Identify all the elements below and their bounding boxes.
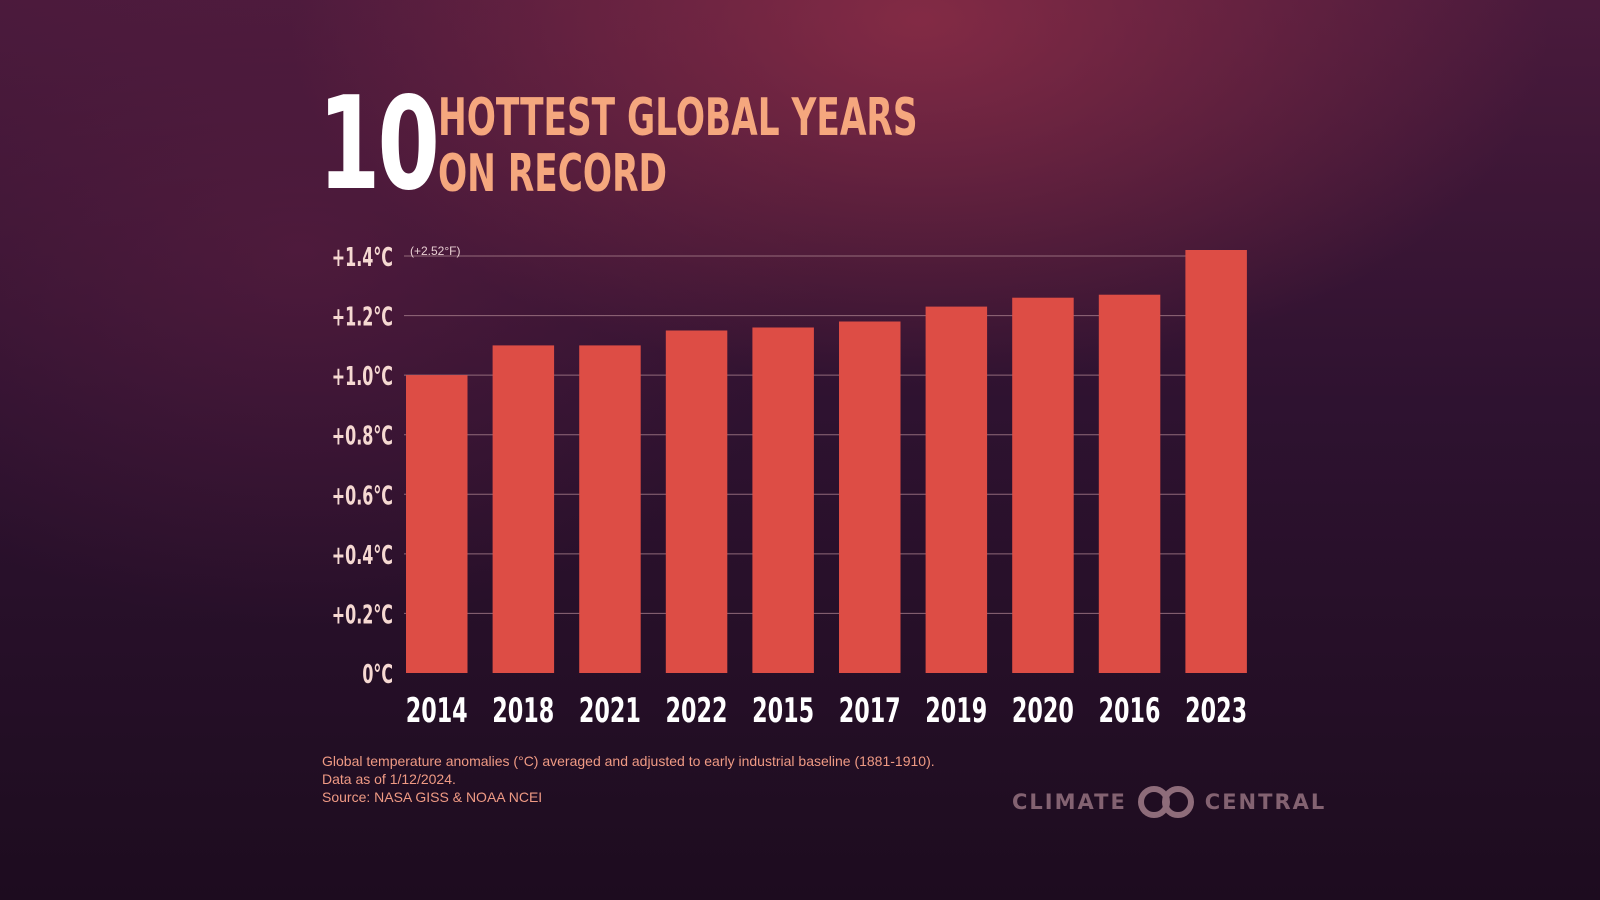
title-number: 10 bbox=[318, 70, 440, 219]
bar-2022 bbox=[665, 330, 728, 673]
fahrenheit-annotation: (+2.52°F) bbox=[410, 244, 460, 258]
y-axis-ticks: 0°C +0.2°C +0.4°C +0.6°C +0.8°C +1.0°C +1.2°C +… bbox=[332, 243, 393, 690]
y-tick-label: +0.6°C bbox=[332, 481, 393, 511]
bar-2018 bbox=[492, 345, 555, 673]
x-tick-label-2022: 2022 bbox=[666, 691, 728, 731]
note-baseline: Global temperature anomalies (°C) averag… bbox=[322, 753, 935, 769]
title-line-1: HOTTEST GLOBAL YEARS bbox=[438, 88, 918, 148]
bar-2023 bbox=[1185, 250, 1247, 673]
bar-2019 bbox=[925, 306, 988, 673]
bar-2014 bbox=[406, 375, 468, 673]
y-tick-label: +1.0°C bbox=[332, 362, 393, 392]
bar-2015 bbox=[752, 327, 814, 673]
chart-notes: Global temperature anomalies (°C) averag… bbox=[322, 752, 935, 806]
y-tick-label: +0.4°C bbox=[332, 541, 393, 571]
y-tick-label: +0.8°C bbox=[332, 422, 393, 452]
bars bbox=[406, 250, 1247, 673]
logo-word-climate: CLIMATE bbox=[1012, 790, 1127, 814]
note-source: Source: NASA GISS & NOAA NCEI bbox=[322, 789, 543, 805]
logo-word-central: CENTRAL bbox=[1204, 790, 1327, 814]
bar-2020 bbox=[1012, 297, 1074, 673]
climate-central-logo: CLIMATE CENTRAL bbox=[1012, 786, 1326, 818]
bar-2017 bbox=[839, 321, 901, 673]
x-axis-ticks: 2014 2018 2021 2022 2015 2017 2019 2020 2016 2023 bbox=[406, 691, 1247, 731]
title-line-2: ON RECORD bbox=[438, 144, 667, 204]
bar-2016 bbox=[1098, 294, 1161, 673]
x-tick-label-2017: 2017 bbox=[839, 691, 901, 731]
y-tick-label: 0°C bbox=[362, 660, 393, 690]
note-data-date: Data as of 1/12/2024. bbox=[322, 771, 456, 787]
bar-2021 bbox=[579, 345, 641, 673]
x-tick-label-2020: 2020 bbox=[1012, 691, 1074, 731]
x-tick-label-2019: 2019 bbox=[925, 691, 987, 731]
y-tick-label: +0.2°C bbox=[332, 600, 393, 630]
x-tick-label-2015: 2015 bbox=[752, 691, 814, 731]
x-tick-label-2014: 2014 bbox=[406, 691, 468, 731]
x-tick-label-2023: 2023 bbox=[1185, 691, 1247, 731]
y-tick-label: +1.2°C bbox=[332, 303, 393, 333]
x-tick-label-2016: 2016 bbox=[1099, 691, 1161, 731]
y-tick-label: +1.4°C bbox=[332, 243, 393, 273]
x-tick-label-2021: 2021 bbox=[579, 691, 641, 731]
climate-central-logo-icon bbox=[1137, 786, 1194, 818]
title-text: HOTTEST GLOBAL YEARS ON RECORD bbox=[438, 88, 918, 204]
x-tick-label-2018: 2018 bbox=[492, 691, 554, 731]
